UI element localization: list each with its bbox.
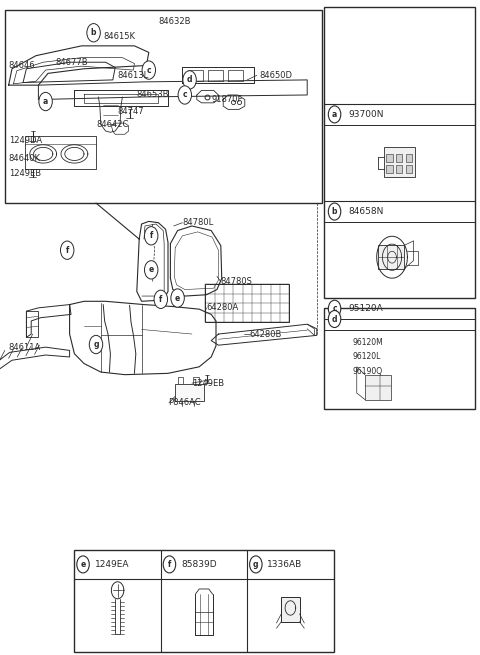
Circle shape <box>328 310 341 328</box>
Bar <box>386 165 393 173</box>
Text: 84653B: 84653B <box>137 90 169 100</box>
Text: 91870F: 91870F <box>211 95 242 104</box>
Text: 84780S: 84780S <box>221 277 252 286</box>
Text: d: d <box>332 314 337 324</box>
Bar <box>384 147 415 177</box>
Circle shape <box>178 86 192 104</box>
Text: e: e <box>81 560 85 569</box>
Bar <box>175 384 204 401</box>
Bar <box>365 375 391 400</box>
Text: e: e <box>175 293 180 303</box>
Bar <box>26 311 38 337</box>
Bar <box>406 154 412 162</box>
Text: 84640K: 84640K <box>9 154 41 163</box>
Text: g: g <box>253 560 259 569</box>
Circle shape <box>87 24 100 42</box>
Text: 96190Q: 96190Q <box>353 367 383 376</box>
Text: 1249DA: 1249DA <box>9 136 42 145</box>
Bar <box>386 154 393 162</box>
Bar <box>378 246 404 269</box>
Bar <box>406 165 412 173</box>
Bar <box>205 284 289 322</box>
Circle shape <box>154 290 168 309</box>
Text: e: e <box>149 265 154 274</box>
Text: 95120A: 95120A <box>348 304 383 313</box>
Text: 93700N: 93700N <box>348 110 384 119</box>
Text: c: c <box>146 66 151 75</box>
Text: f: f <box>159 295 163 304</box>
Circle shape <box>328 203 341 220</box>
Text: f: f <box>168 560 171 569</box>
Circle shape <box>39 92 52 111</box>
Circle shape <box>171 289 184 307</box>
Circle shape <box>328 300 341 317</box>
Text: 84646: 84646 <box>9 61 35 70</box>
Bar <box>178 377 183 384</box>
Text: d: d <box>187 75 192 84</box>
Bar <box>396 154 402 162</box>
Text: c: c <box>182 90 187 100</box>
Bar <box>193 377 199 384</box>
Circle shape <box>60 241 74 259</box>
Text: 1249EB: 1249EB <box>192 379 224 388</box>
Text: 84677B: 84677B <box>55 58 88 67</box>
Circle shape <box>163 556 176 573</box>
Text: g: g <box>93 340 99 349</box>
Text: f: f <box>149 231 153 240</box>
Text: a: a <box>332 110 337 119</box>
Text: 84747: 84747 <box>118 107 144 116</box>
Text: 85839D: 85839D <box>181 560 216 569</box>
Text: 84658N: 84658N <box>348 207 384 216</box>
Text: a: a <box>43 97 48 106</box>
Circle shape <box>250 556 262 573</box>
Text: 96120L: 96120L <box>353 352 381 362</box>
Circle shape <box>142 61 156 79</box>
Text: 84780L: 84780L <box>182 218 214 227</box>
Text: 1249EB: 1249EB <box>9 169 41 178</box>
Text: b: b <box>91 28 96 37</box>
Circle shape <box>183 71 196 89</box>
Text: 64280A: 64280A <box>206 303 239 312</box>
Text: b: b <box>332 207 337 216</box>
Circle shape <box>77 556 89 573</box>
Bar <box>74 550 334 652</box>
Bar <box>396 165 402 173</box>
Text: 84632B: 84632B <box>158 17 191 26</box>
Text: 96120M: 96120M <box>353 338 384 347</box>
Text: 84642C: 84642C <box>96 120 128 129</box>
Text: c: c <box>332 304 337 313</box>
Text: 1336AB: 1336AB <box>267 560 302 569</box>
Circle shape <box>328 106 341 123</box>
Text: 84650D: 84650D <box>259 71 292 80</box>
Bar <box>324 7 475 298</box>
Text: 84611A: 84611A <box>9 343 41 352</box>
Text: 84613L: 84613L <box>118 71 149 80</box>
Circle shape <box>89 335 103 354</box>
Bar <box>324 308 475 409</box>
Bar <box>281 597 300 622</box>
Text: 84615K: 84615K <box>103 31 135 41</box>
Text: 1249EA: 1249EA <box>95 560 129 569</box>
Text: P846AC: P846AC <box>168 398 201 407</box>
Circle shape <box>144 261 158 279</box>
Text: f: f <box>65 246 69 255</box>
Text: 64280B: 64280B <box>250 329 282 339</box>
Bar <box>5 10 322 203</box>
Circle shape <box>144 227 158 245</box>
